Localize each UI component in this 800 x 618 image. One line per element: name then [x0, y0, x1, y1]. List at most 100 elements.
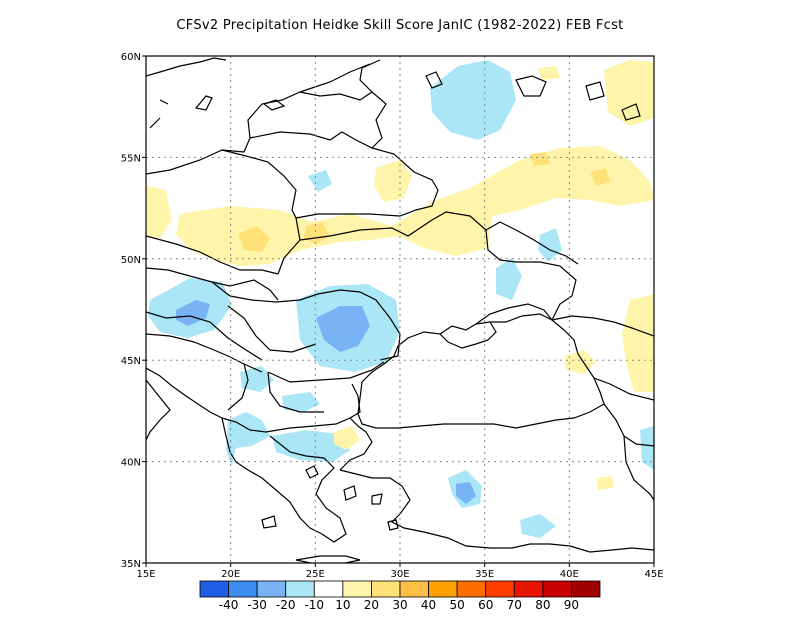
romania-bulgaria-border	[267, 361, 385, 383]
negative-skill-area	[240, 366, 274, 392]
positive-skill-area	[374, 160, 412, 202]
colorbar-swatch	[571, 580, 601, 598]
colorbar-swatch	[199, 580, 229, 598]
colorbar-swatch	[456, 580, 487, 598]
colorbar-label: 10	[335, 598, 350, 612]
negative-skill-area	[316, 306, 370, 352]
gotland-island	[194, 95, 213, 111]
colorbar-label: 20	[364, 598, 379, 612]
colorbar-label: 40	[421, 598, 436, 612]
colorbar-label: 90	[564, 598, 579, 612]
hungary-romania-border	[227, 305, 317, 353]
colorbar-label: -30	[247, 598, 267, 612]
positive-skill-area	[238, 226, 270, 252]
colorbar-swatch	[399, 580, 429, 598]
lon-tick-label: 45E	[644, 569, 663, 580]
colorbar-swatch	[228, 580, 258, 598]
colorbar-swatch	[428, 580, 458, 598]
adriatic-coast	[146, 367, 223, 419]
lat-tick-label: 45N	[121, 356, 141, 367]
lon-tick-label: 20E	[221, 569, 240, 580]
colorbar-label: 60	[478, 598, 493, 612]
colorbar-swatch	[256, 580, 287, 598]
positive-skill-area	[596, 476, 614, 490]
skill-shading	[146, 60, 654, 538]
lat-tick-label: 40N	[121, 458, 141, 469]
greece-coast	[221, 417, 347, 543]
positive-skill-area	[176, 146, 654, 266]
turkey-south-coast	[339, 469, 654, 553]
positive-skill-area	[604, 60, 654, 126]
colorbar-swatch	[542, 580, 572, 598]
lon-tick-label: 15E	[136, 569, 155, 580]
axis-ticks: 15E 20E 25E 30E 35E 40E 45E 35N 40N 45N 50N 55N 60N	[121, 52, 664, 580]
austria-slovenia-border	[146, 311, 263, 361]
slovakia-hungary-border	[211, 281, 341, 303]
colorbar-label: 50	[450, 598, 465, 612]
crete-island	[295, 555, 361, 563]
colorbar-label: 70	[507, 598, 522, 612]
lat-tick-label: 55N	[121, 153, 141, 164]
colorbar-label: -10	[304, 598, 324, 612]
czech-austria-border	[146, 267, 279, 301]
lat-tick-label: 35N	[121, 559, 141, 570]
ukraine-moldova-border	[339, 289, 401, 361]
baltic-border-belarus	[249, 131, 439, 219]
negative-skill-area	[308, 170, 332, 192]
lakes-russia	[425, 71, 641, 121]
italy-heel-coast	[146, 379, 171, 441]
positive-skill-area	[590, 168, 610, 186]
colorbar-swatch	[371, 580, 401, 598]
poland-border	[221, 149, 301, 275]
negative-skill-area	[640, 426, 654, 470]
black-sea-coast	[357, 313, 605, 429]
negative-skill-area	[226, 412, 270, 466]
colorbar-swatch	[485, 580, 515, 598]
caucasus-border	[551, 315, 654, 401]
colorbar-swatch	[342, 580, 372, 598]
lon-tick-label: 35E	[475, 569, 494, 580]
grid-lines	[146, 56, 654, 563]
crimea-coast	[439, 321, 497, 349]
lat-tick-label: 50N	[121, 255, 141, 266]
lon-tick-label: 30E	[390, 569, 409, 580]
aegean-islands	[261, 465, 399, 531]
negative-skill-area	[430, 60, 516, 140]
positive-skill-area	[538, 66, 560, 80]
poland-czech-border	[146, 235, 279, 275]
positive-skill-area	[622, 294, 654, 392]
positive-skill-area	[334, 426, 360, 450]
positive-skill-area	[564, 350, 596, 374]
lat-tick-label: 60N	[121, 52, 141, 63]
negative-skill-area	[456, 482, 476, 504]
negative-skill-area	[538, 228, 562, 262]
negative-skill-area	[272, 430, 350, 462]
saaremaa-island	[262, 99, 286, 111]
colorbar-label: 30	[392, 598, 407, 612]
scandinavia-coast	[146, 57, 227, 129]
belarus-ukraine-border	[299, 211, 577, 297]
russia-ukraine-border	[485, 221, 579, 321]
lon-tick-label: 40E	[560, 569, 579, 580]
belarus-russia-border	[371, 91, 387, 149]
negative-skill-area	[520, 514, 556, 538]
coastlines-borders	[146, 57, 654, 563]
colorbar-label: 80	[535, 598, 550, 612]
lon-tick-label: 25E	[306, 569, 325, 580]
colorbar-swatch	[285, 580, 315, 598]
colorbar: -40 -30 -20 -10 10 20 30 40 50 60 70 80 90	[199, 580, 601, 612]
colorbar-swatch	[313, 580, 344, 598]
negative-skill-area	[282, 392, 320, 412]
bosphorus-coast	[339, 417, 373, 471]
positive-skill-area	[146, 186, 172, 238]
turkey-east-border	[603, 403, 654, 501]
azov-sea-coast	[475, 303, 553, 325]
positive-skill-area	[530, 152, 550, 166]
colorbar-swatch	[513, 580, 544, 598]
map-title: CFSv2 Precipitation Heidke Skill Score J…	[176, 18, 624, 33]
gulf-of-finland-coast	[299, 63, 371, 93]
colorbar-label: -20	[276, 598, 296, 612]
negative-skill-area	[496, 258, 522, 300]
baltic-coast	[146, 59, 381, 175]
